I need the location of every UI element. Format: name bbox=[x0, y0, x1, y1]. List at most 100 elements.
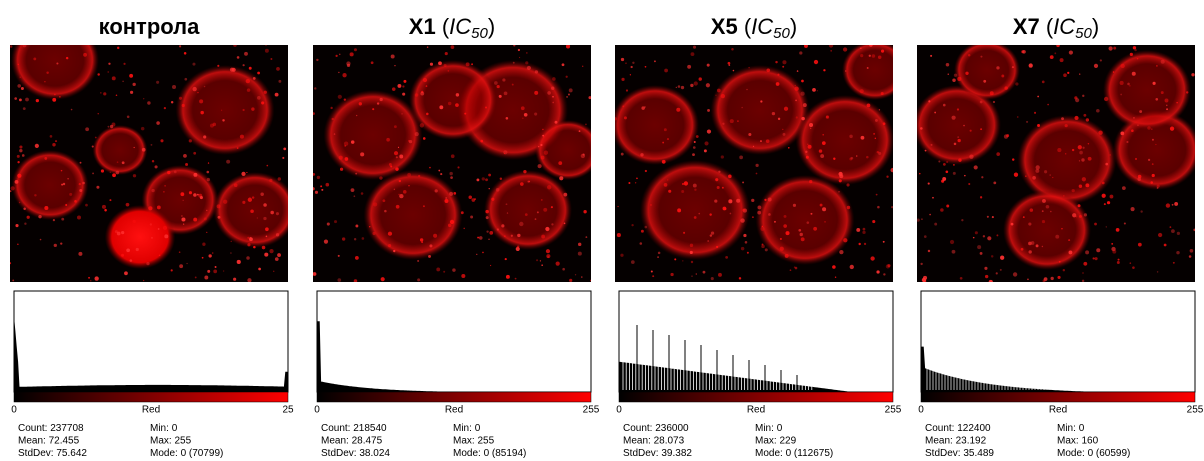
axis-min-label: 0 bbox=[616, 405, 622, 416]
stat-value: 0 bbox=[1079, 423, 1085, 434]
cell bbox=[364, 170, 463, 260]
stat: Max: 229 bbox=[755, 435, 797, 446]
speckle bbox=[1139, 110, 1142, 113]
stat-label: Mean: bbox=[321, 435, 349, 446]
speckle bbox=[223, 200, 227, 204]
stat-value: 28.073 bbox=[654, 435, 685, 446]
speckle bbox=[448, 224, 451, 227]
speckle bbox=[164, 234, 168, 238]
speckle bbox=[760, 140, 762, 142]
speckle bbox=[954, 74, 957, 77]
speckle bbox=[345, 157, 349, 161]
stat-value: 255 bbox=[174, 435, 191, 446]
speckle bbox=[883, 273, 885, 275]
speckle bbox=[1085, 250, 1089, 254]
speckle bbox=[775, 61, 777, 63]
speckle bbox=[1189, 255, 1192, 258]
stat-value: 237708 bbox=[50, 423, 84, 434]
speckle bbox=[476, 178, 479, 181]
speckle bbox=[1171, 229, 1175, 233]
speckle bbox=[1017, 116, 1019, 118]
speckle bbox=[681, 190, 684, 193]
stat-value: 0 (70799) bbox=[181, 448, 224, 459]
speckle bbox=[1152, 174, 1155, 177]
speckle bbox=[1074, 116, 1078, 120]
speckle bbox=[762, 243, 764, 245]
speckle bbox=[543, 136, 545, 138]
stat-label: Max: bbox=[150, 435, 172, 446]
speckle bbox=[334, 133, 336, 135]
speckle bbox=[794, 87, 798, 91]
speckle bbox=[636, 177, 638, 179]
speckle bbox=[355, 256, 359, 260]
stat-value: 0 bbox=[172, 423, 178, 434]
speckle bbox=[17, 161, 19, 163]
speckle bbox=[664, 183, 668, 187]
speckle bbox=[1190, 249, 1194, 253]
speckle bbox=[476, 254, 477, 255]
speckle bbox=[993, 101, 995, 103]
speckle bbox=[351, 188, 355, 192]
speckle bbox=[44, 157, 47, 160]
speckle bbox=[71, 109, 73, 111]
speckle bbox=[1082, 272, 1083, 273]
axis-max-label: 25 bbox=[282, 405, 294, 416]
stat: Mode: 0 (85194) bbox=[453, 448, 526, 459]
speckle bbox=[183, 223, 184, 224]
speckle bbox=[79, 183, 81, 185]
stat: Max: 255 bbox=[453, 435, 495, 446]
speckle bbox=[879, 109, 880, 110]
title-italic: IC bbox=[751, 14, 773, 39]
speckle bbox=[1047, 104, 1049, 106]
speckle bbox=[23, 43, 27, 47]
speckle bbox=[313, 272, 317, 276]
speckle bbox=[1000, 256, 1004, 260]
speckle bbox=[179, 251, 181, 253]
speckle bbox=[674, 258, 676, 260]
axis-min-label: 0 bbox=[314, 405, 320, 416]
speckle bbox=[141, 127, 145, 131]
stat: Mean: 28.073 bbox=[623, 435, 685, 446]
speckle bbox=[520, 182, 524, 186]
speckle bbox=[747, 252, 749, 254]
speckle bbox=[1157, 187, 1159, 189]
speckle bbox=[56, 62, 58, 64]
speckle bbox=[977, 245, 981, 249]
speckle bbox=[693, 146, 696, 149]
speckle bbox=[1083, 262, 1087, 266]
cell bbox=[409, 60, 497, 140]
speckle bbox=[1104, 203, 1106, 205]
speckle bbox=[670, 273, 673, 276]
speckle bbox=[980, 252, 983, 255]
speckle bbox=[957, 139, 960, 142]
speckle bbox=[420, 92, 424, 96]
speckle bbox=[489, 231, 493, 235]
speckle bbox=[746, 89, 747, 90]
title-sub: 50 bbox=[773, 25, 790, 42]
speckle bbox=[260, 193, 263, 196]
speckle bbox=[496, 188, 500, 192]
cell bbox=[93, 125, 148, 175]
speckle bbox=[1100, 59, 1102, 61]
speckle bbox=[943, 104, 946, 107]
speckle bbox=[369, 226, 370, 227]
speckle bbox=[534, 91, 538, 95]
speckle bbox=[388, 232, 392, 236]
speckle bbox=[1191, 73, 1194, 76]
speckle bbox=[1147, 126, 1151, 130]
speckle bbox=[872, 220, 875, 223]
speckle bbox=[159, 254, 161, 256]
speckle bbox=[948, 74, 949, 75]
speckle bbox=[654, 60, 656, 62]
speckle bbox=[262, 246, 266, 250]
speckle bbox=[101, 169, 104, 172]
speckle bbox=[486, 231, 488, 233]
speckle bbox=[61, 218, 64, 221]
speckle bbox=[641, 106, 644, 109]
speckle bbox=[798, 229, 801, 232]
speckle bbox=[877, 151, 879, 153]
speckle bbox=[1118, 259, 1120, 261]
speckle bbox=[418, 175, 420, 177]
speckle bbox=[681, 86, 684, 89]
speckle bbox=[717, 89, 721, 93]
